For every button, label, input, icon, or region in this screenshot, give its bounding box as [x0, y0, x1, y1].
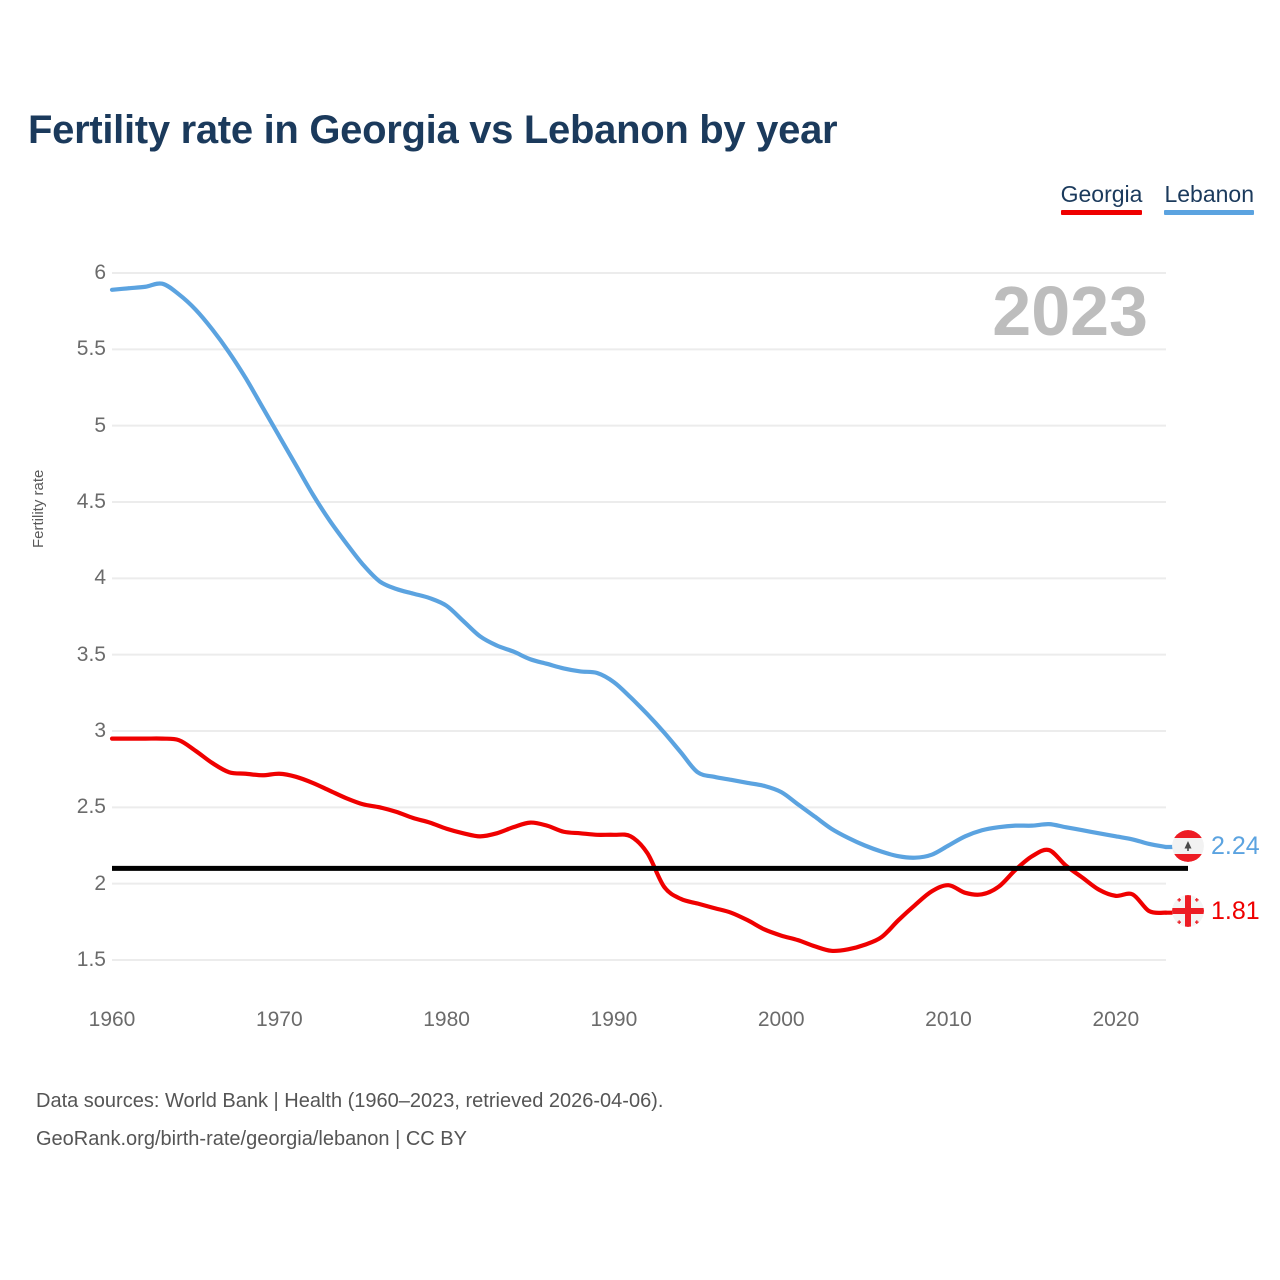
footer-line-url: GeoRank.org/birth-rate/georgia/lebanon |…	[36, 1128, 467, 1150]
y-tick-label: 2.5	[76, 795, 106, 819]
y-tick-label: 5	[94, 413, 106, 437]
footer: Data sources: World Bank | Health (1960–…	[36, 1082, 663, 1158]
x-tick-label: 2010	[925, 1008, 972, 1031]
y-tick-label: 2	[94, 871, 106, 895]
year-watermark: 2023	[992, 272, 1148, 350]
page-title: Fertility rate in Georgia vs Lebanon by …	[28, 108, 838, 152]
y-axis-title: Fertility rate	[30, 469, 47, 548]
end-label-georgia: 1.81	[1172, 895, 1260, 927]
legend-item-lebanon[interactable]: Lebanon	[1164, 181, 1254, 216]
legend-swatch-georgia	[1060, 210, 1143, 216]
x-tick-label: 1980	[423, 1008, 470, 1031]
footer-line-sources: Data sources: World Bank | Health (1960–…	[36, 1090, 664, 1112]
y-tick-label: 4.5	[76, 490, 106, 513]
x-tick-label: 1960	[88, 1008, 136, 1031]
georgia-flag-icon	[1172, 895, 1204, 927]
x-tick-label: 1970	[255, 1008, 303, 1031]
y-tick-label: 4	[94, 566, 106, 590]
end-label-lebanon: 2.24	[1172, 830, 1260, 862]
lebanon-flag-icon	[1172, 830, 1204, 862]
x-tick-label: 1990	[590, 1008, 638, 1031]
y-tick-label: 5.5	[76, 337, 106, 361]
y-tick-label: 1.5	[76, 948, 106, 971]
legend-swatch-lebanon	[1164, 210, 1254, 216]
x-tick-label: 2000	[757, 1008, 805, 1031]
x-tick-label: 2020	[1092, 1008, 1140, 1031]
legend-label-georgia: Georgia	[1060, 181, 1143, 207]
y-tick-label: 3	[94, 719, 106, 742]
end-label-value-lebanon: 2.24	[1211, 831, 1260, 860]
y-tick-label: 6	[94, 261, 106, 284]
legend-label-lebanon: Lebanon	[1164, 181, 1254, 207]
legend-item-georgia[interactable]: Georgia	[1060, 181, 1143, 216]
end-label-value-georgia: 1.81	[1211, 896, 1260, 925]
y-tick-label: 3.5	[76, 642, 106, 666]
chart-legend: Georgia Lebanon	[1060, 181, 1254, 216]
